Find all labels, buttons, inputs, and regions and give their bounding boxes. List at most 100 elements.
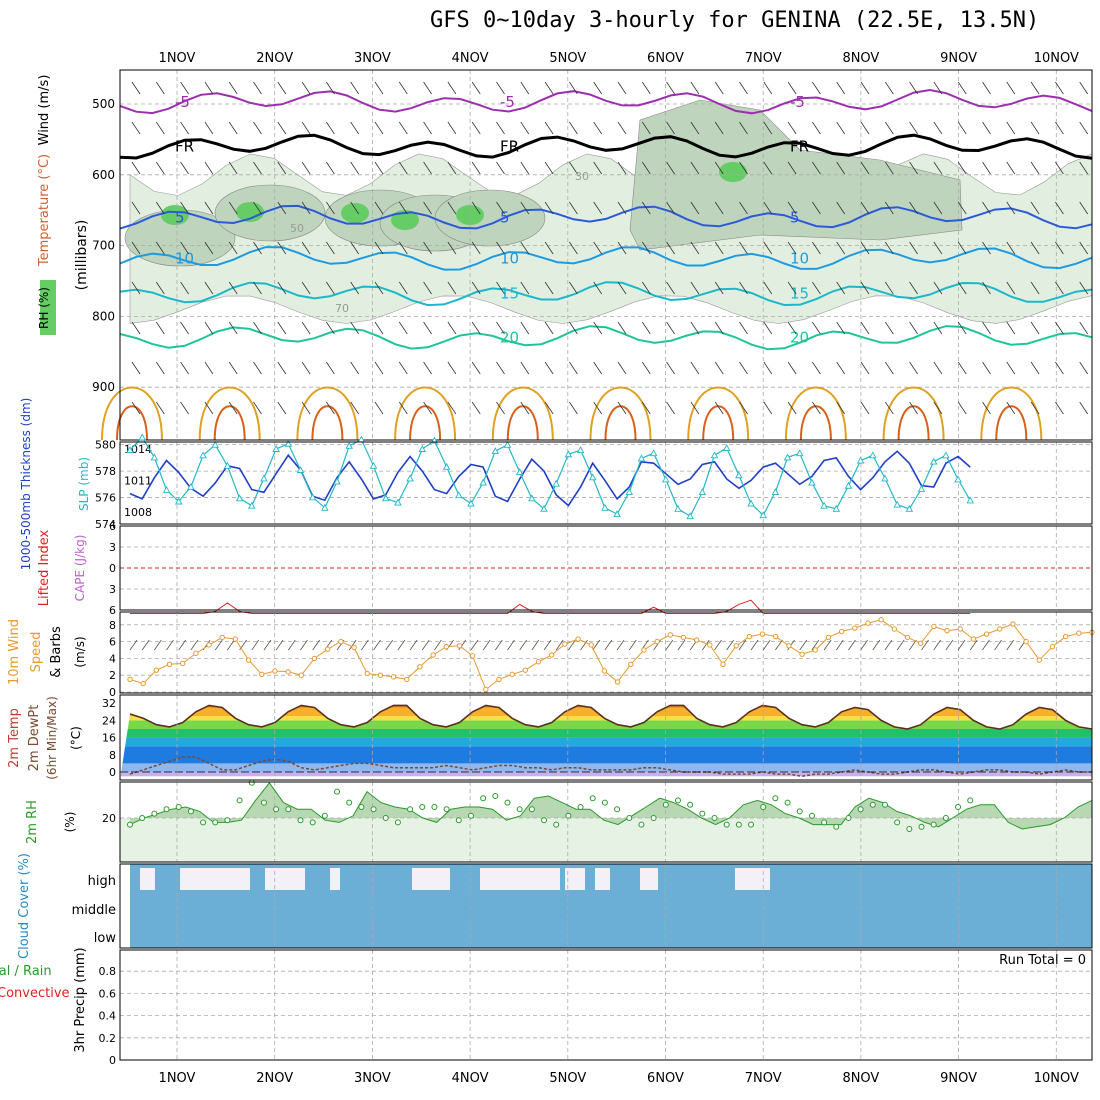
slp-marker [832, 504, 841, 512]
wind10m-marker [324, 646, 331, 652]
wind10m-barb [823, 639, 832, 651]
wind10m-barb [921, 639, 929, 651]
slp-marker [613, 510, 621, 518]
wind-barb [253, 281, 262, 295]
wind-barb [714, 361, 724, 375]
slp-marker [187, 482, 195, 490]
wind10m-barb [848, 639, 856, 651]
wind-barb [204, 401, 214, 415]
wind-barb [277, 321, 287, 335]
wind10m-barb [494, 639, 503, 651]
wind-barb [447, 161, 457, 175]
wind-barb [909, 241, 918, 255]
wind-barb [617, 401, 627, 415]
wind-barb [131, 201, 141, 215]
isotherm-label: -5 [500, 93, 515, 111]
rh2m-marker [711, 815, 718, 821]
wind-barb [860, 121, 870, 135]
wind-barb [326, 321, 335, 335]
wind-barb [860, 361, 870, 375]
rh2m-marker [382, 815, 389, 821]
wind-barb [1006, 241, 1016, 255]
rh2m-marker [321, 812, 328, 819]
wind-barb [301, 201, 311, 215]
rh-contour-label: 50 [290, 222, 304, 235]
wind-barb [812, 81, 821, 95]
wind-barb [909, 401, 918, 415]
wind-barb [155, 201, 165, 215]
wind-barb [569, 81, 578, 95]
wind10m-axis-label-4: (m/s) [73, 636, 87, 667]
wind10m-marker [865, 620, 871, 626]
rh-shading-high [719, 162, 747, 182]
wind-barb [350, 401, 360, 415]
wind-barb [204, 81, 214, 95]
rh2m-marker [687, 801, 694, 808]
temp-bands [120, 705, 1092, 777]
slp-marker [601, 503, 609, 511]
slp-marker [467, 499, 475, 507]
wind10m-barb [860, 639, 868, 651]
wind10m-marker [245, 657, 252, 663]
wind-barb [666, 241, 675, 255]
slp-marker [722, 444, 731, 451]
slp-marker [442, 462, 451, 470]
wind-barb [447, 281, 457, 295]
wind-barb [690, 281, 700, 295]
wind-barb [496, 321, 505, 335]
wind-barb [253, 401, 262, 415]
wind-barb [1055, 281, 1064, 295]
wind-barb [982, 81, 991, 95]
wind-barb [544, 361, 554, 375]
wind-barb [957, 401, 967, 415]
wind-barb [1030, 281, 1040, 295]
wind10m-barb [482, 639, 491, 651]
wind-barb [204, 361, 214, 375]
wind10m-marker [654, 638, 660, 645]
rh2m-marker [200, 819, 207, 826]
wind-barb [398, 321, 408, 335]
rh2m-marker [821, 819, 828, 826]
wind-barb [690, 161, 700, 175]
slp-marker [515, 468, 524, 476]
date-label-top: 1NOV [159, 51, 196, 66]
isotherm-10 [119, 246, 1093, 271]
rh2m-marker [346, 799, 353, 806]
date-label-top: 6NOV [647, 51, 684, 66]
wind-barb [739, 321, 748, 335]
rh2m-marker [285, 806, 292, 813]
wind-barb [860, 321, 870, 335]
cloud-clear-gap [330, 868, 340, 890]
wind10m-marker [1036, 657, 1042, 663]
slp-tick-label: 1011 [124, 475, 152, 488]
wind10m-barb [397, 639, 406, 651]
wind10m-barb [263, 639, 272, 651]
wind-barb [836, 361, 846, 375]
wind-barb [714, 201, 724, 215]
thickness-axis-label: 1000-500mb Thickness (dm) [19, 398, 33, 571]
temperature-axis-label: Temperature (°C) [37, 154, 52, 267]
wind-barb [277, 81, 287, 95]
slp-marker [649, 449, 658, 457]
wind10m-barb [409, 639, 418, 651]
wind10m-barb [909, 639, 917, 651]
wind-barb [374, 401, 384, 415]
wind10m-marker [127, 676, 133, 683]
wind-barb [496, 161, 505, 175]
wind10m-barb [190, 639, 199, 651]
wind-barb [641, 281, 651, 295]
wind-barb [447, 361, 457, 375]
wind-barb [471, 401, 481, 415]
rh2m-marker [431, 804, 438, 810]
wind10m-marker [364, 670, 370, 677]
wind10m-marker [298, 672, 305, 678]
isotherm-label: 10 [175, 249, 194, 267]
lifted-panel [119, 525, 1093, 611]
temp2m-axis-label-2: 2m DewPt [27, 705, 42, 772]
wind-barb [666, 201, 675, 215]
wind10m-barb [166, 639, 174, 651]
cloud-panel [119, 863, 1093, 949]
wind-barb [666, 81, 675, 95]
slp-marker [662, 475, 670, 483]
wind-barb [350, 121, 360, 135]
